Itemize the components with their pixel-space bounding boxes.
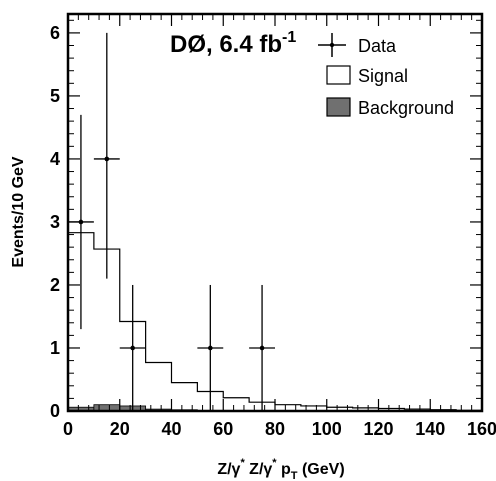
legend-item-data: Data: [318, 33, 397, 57]
y-tick-label: 3: [50, 212, 60, 232]
experiment-label-superscript: -1: [282, 29, 296, 46]
data-point-marker: [104, 156, 110, 162]
experiment-label-main: DØ, 6.4 fb: [170, 31, 282, 58]
y-tick-labels: 0 1 2 3 4 5 6: [50, 23, 60, 421]
data-points: [68, 32, 275, 411]
x-tick-label: 140: [415, 419, 445, 439]
signal-step-line: [67, 232, 483, 411]
data-point: [119, 284, 146, 411]
x-tick-label: 120: [363, 419, 393, 439]
x-tick-label: 60: [213, 419, 233, 439]
axis-ticks: [67, 14, 483, 412]
x-axis-title: Z/γ* Z/γ* pT (GeV): [217, 457, 344, 481]
x-tick-label: 0: [63, 419, 73, 439]
legend-label-background: Background: [358, 98, 454, 118]
plot-frame: [66, 12, 484, 413]
y-tick-label: 1: [50, 338, 60, 358]
signal-histogram: [67, 232, 483, 411]
data-point-marker: [130, 345, 135, 351]
y-tick-label: 2: [50, 275, 60, 295]
y-axis-title: Events/10 GeV: [10, 156, 27, 268]
y-tick-label: 0: [50, 401, 60, 421]
data-point-marker: [78, 219, 84, 225]
x-tick-label: 160: [467, 419, 496, 439]
x-tick-label: 80: [265, 419, 285, 439]
y-tick-label: 6: [50, 23, 60, 43]
data-point: [249, 284, 275, 411]
data-point-marker: [208, 345, 213, 351]
legend-data-marker-point: [329, 42, 335, 48]
x-tick-label: 40: [161, 419, 181, 439]
x-tick-label: 20: [110, 419, 130, 439]
x-tick-label: 100: [312, 419, 342, 439]
y-tick-label: 5: [50, 86, 60, 106]
legend-signal-swatch: [326, 65, 351, 85]
y-tick-label: 4: [50, 149, 60, 169]
data-point-marker: [259, 345, 265, 351]
legend-item-signal: Signal: [326, 65, 408, 86]
legend: Data Signal Background: [318, 33, 454, 118]
legend-label-signal: Signal: [358, 66, 408, 86]
data-point: [197, 284, 224, 411]
data-point: [93, 32, 120, 279]
legend-item-background: Background: [326, 97, 454, 118]
experiment-label: DØ, 6.4 fb-1: [170, 29, 296, 58]
x-tick-labels: 0 20 40 60 80 100 120 140 160: [63, 419, 496, 439]
legend-label-data: Data: [358, 36, 397, 56]
legend-background-swatch: [326, 97, 351, 117]
